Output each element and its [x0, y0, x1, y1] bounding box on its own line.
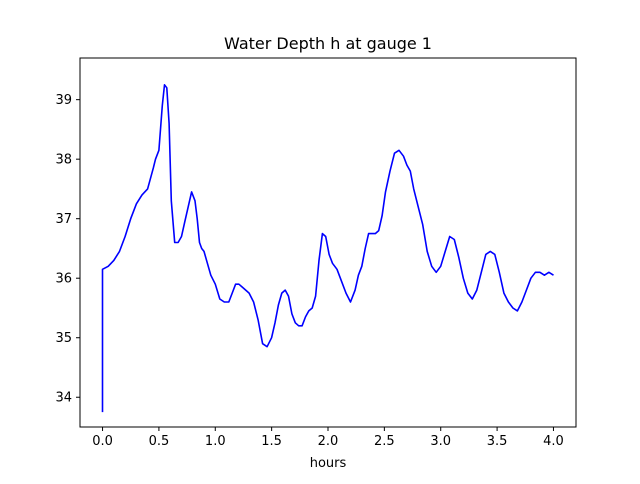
x-tick-label: 1.5 [261, 434, 282, 449]
x-tick-label: 4.0 [543, 434, 564, 449]
y-tick-label: 37 [55, 212, 72, 227]
y-tick-label: 35 [55, 331, 72, 346]
x-tick-label: 2.0 [318, 434, 339, 449]
plot-area-frame [79, 57, 577, 428]
series-layer [101, 84, 554, 413]
y-tick-label: 34 [55, 391, 72, 406]
x-tick-label: 0.5 [149, 434, 170, 449]
y-axis-ticks: 34 35 36 37 38 39 [55, 93, 80, 406]
x-tick-label: 3.5 [487, 434, 508, 449]
y-tick-label: 38 [55, 153, 72, 168]
chart-title: Water Depth h at gauge 1 [224, 34, 432, 53]
x-tick-label: 2.5 [374, 434, 395, 449]
y-tick-label: 39 [55, 93, 72, 108]
x-tick-label: 1.0 [205, 434, 226, 449]
x-tick-label: 0.0 [92, 434, 113, 449]
y-tick-label: 36 [55, 272, 72, 287]
x-axis-ticks: 0.0 0.5 1.0 1.5 2.0 2.5 3.0 3.5 4.0 [92, 427, 564, 449]
series-line [101, 84, 554, 413]
x-tick-label: 3.0 [430, 434, 451, 449]
x-axis-label: hours [310, 456, 347, 471]
